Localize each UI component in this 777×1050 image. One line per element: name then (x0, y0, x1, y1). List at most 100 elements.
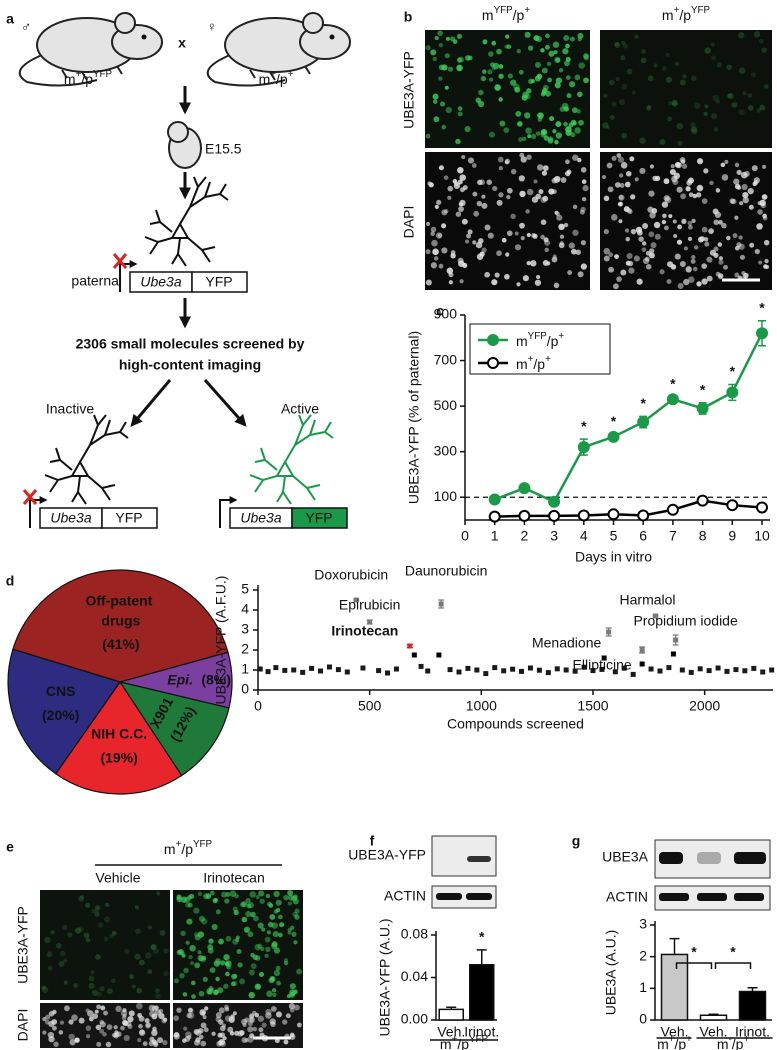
cell-nucleus (568, 242, 575, 249)
cell-nucleus (618, 194, 624, 200)
cell-nucleus (759, 104, 766, 111)
cell-nucleus (567, 270, 573, 275)
cell-nucleus (614, 254, 619, 260)
data-point (273, 665, 279, 671)
cell-nucleus (559, 234, 565, 239)
cell-nucleus (457, 111, 463, 117)
data-point (425, 668, 431, 674)
cell-nucleus (265, 893, 271, 899)
cell-nucleus (515, 110, 522, 117)
cell-nucleus (455, 211, 462, 217)
reporter-box (101, 507, 158, 529)
cell-nucleus (690, 258, 696, 264)
x-tick-label: Veh. (699, 1024, 727, 1040)
group-label: m+/p+ (657, 1034, 692, 1050)
cell-nucleus (162, 1039, 168, 1046)
legend-box (469, 323, 611, 375)
cell-nucleus (152, 1026, 157, 1032)
cell-nucleus (225, 891, 231, 897)
data-point (706, 668, 712, 674)
data-point (637, 509, 650, 522)
cell-nucleus (185, 940, 190, 945)
cell-nucleus (558, 223, 565, 231)
cell-nucleus (618, 194, 625, 201)
cell-nucleus (74, 1037, 80, 1043)
cell-nucleus (663, 225, 669, 231)
x-tick-label: Irinot. (735, 1024, 770, 1040)
cell-nucleus (288, 1003, 296, 1010)
data-point (666, 665, 672, 671)
data-point (751, 665, 757, 671)
cell-nucleus (553, 50, 558, 55)
blocked-mark (112, 253, 128, 269)
legend-marker (487, 334, 499, 346)
cell-nucleus (191, 994, 196, 999)
cell-nucleus (525, 127, 532, 134)
cell-nucleus (288, 894, 295, 901)
neuron-soma (275, 459, 295, 477)
cell-nucleus (62, 924, 68, 930)
cell-nucleus (257, 922, 264, 929)
blot-label: ACTIN (606, 889, 648, 905)
cell-nucleus (498, 73, 504, 79)
cell-nucleus (272, 931, 279, 938)
cell-nucleus (718, 256, 723, 261)
cell-nucleus (457, 106, 463, 111)
cell-nucleus (438, 263, 444, 269)
y-tick-label: 900 (434, 306, 458, 322)
cell-nucleus (733, 178, 740, 185)
cell-nucleus (499, 120, 506, 127)
cell-nucleus (239, 978, 245, 985)
cell-nucleus (481, 202, 488, 209)
cell-nucleus (611, 214, 618, 221)
cell-nucleus (259, 898, 265, 904)
cell-nucleus (677, 283, 684, 289)
cell-nucleus (94, 911, 100, 917)
cell-nucleus (100, 1005, 106, 1011)
cell-nucleus (546, 261, 551, 266)
slice-label: Off-patent drugs (85, 592, 156, 628)
cell-nucleus (510, 168, 517, 175)
cell-nucleus (213, 960, 221, 967)
cell-nucleus (105, 902, 110, 907)
cell-nucleus (234, 893, 239, 899)
cell-nucleus (444, 85, 449, 90)
cell-nucleus (710, 113, 718, 120)
cell-nucleus (708, 228, 714, 234)
cell-nucleus (607, 186, 614, 193)
cell-nucleus (153, 1040, 158, 1046)
cell-nucleus (121, 1015, 127, 1021)
cell-nucleus (455, 138, 461, 145)
cell-nucleus (498, 166, 503, 171)
cell-nucleus (186, 1012, 192, 1019)
cell-nucleus (527, 45, 534, 51)
hit-label: Irinotecan (331, 623, 398, 639)
cell-nucleus (99, 1019, 104, 1025)
cell-nucleus (627, 260, 634, 267)
cell-nucleus (704, 241, 710, 247)
cell-nucleus (538, 189, 544, 195)
gene-label: Ube3a (50, 510, 91, 526)
cell-nucleus (456, 57, 463, 63)
cell-nucleus (447, 195, 452, 200)
data-point (577, 441, 590, 454)
cell-nucleus (526, 188, 534, 196)
cell-nucleus (275, 965, 281, 971)
axis-label: UBE3A (A.U.) (603, 930, 619, 1016)
cell-nucleus (433, 256, 439, 261)
neuron-icon (44, 414, 129, 505)
cell-nucleus (217, 987, 224, 994)
cell-nucleus (543, 237, 549, 243)
cell-nucleus (749, 242, 755, 248)
cell-nucleus (276, 980, 282, 986)
gene-label: Ube3a (140, 274, 181, 290)
x-tick-label: 10 (754, 528, 770, 544)
cell-nucleus (578, 62, 586, 69)
cell-nucleus (521, 94, 528, 101)
cell-nucleus (202, 976, 208, 982)
cell-nucleus (59, 950, 66, 957)
cell-nucleus (729, 198, 735, 204)
cell-nucleus (457, 257, 464, 264)
hit-point (407, 643, 413, 649)
cell-nucleus (544, 240, 551, 246)
